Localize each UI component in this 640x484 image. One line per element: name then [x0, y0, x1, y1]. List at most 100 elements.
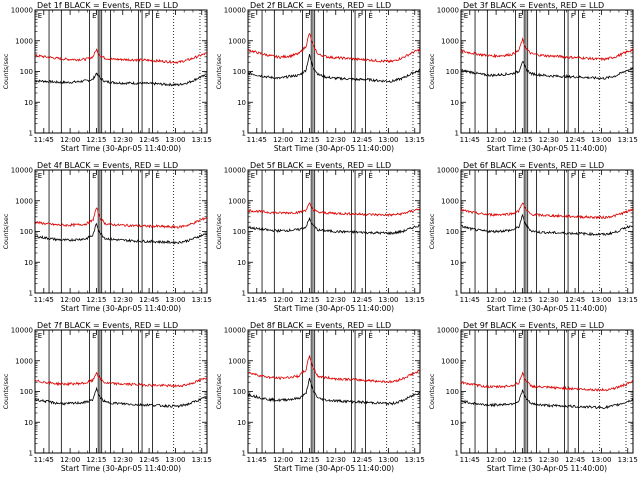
- x-axis-label: Start Time (30-Apr-05 11:40:00): [487, 304, 607, 313]
- events-curve: [460, 61, 634, 80]
- y-tick-label: 10000: [11, 167, 33, 175]
- marker-letter-e: E: [518, 12, 522, 20]
- marker-letter-f: F: [571, 172, 575, 180]
- marker-letter-e: E: [92, 172, 96, 180]
- x-tick-label: 12:45: [565, 136, 585, 144]
- x-tick-label: 12:15: [86, 296, 106, 304]
- panel-2: Det 2f BLACK = Events, RED = LLD 1 10 100 10…: [215, 1, 425, 153]
- x-tick-label: 12:00: [60, 136, 80, 144]
- marker-letter-e: E: [92, 332, 96, 340]
- panel-title: Det 3f BLACK = Events, RED = LLD: [463, 1, 604, 10]
- y-axis-label: Counts/sec: [428, 373, 436, 409]
- plot-frame: [460, 9, 634, 134]
- x-tick-label: 12:30: [539, 136, 559, 144]
- panel-title: Det 9f BLACK = Events, RED = LLD: [463, 321, 604, 330]
- x-tick-label: 12:00: [273, 136, 293, 144]
- x-tick-label: 13:15: [192, 296, 212, 304]
- x-tick-label: 12:30: [326, 136, 346, 144]
- marker-letter-e: E: [581, 172, 585, 180]
- x-tick-label: 12:45: [352, 456, 372, 464]
- x-tick-label: 12:30: [113, 136, 133, 144]
- y-tick-label: 1000: [441, 357, 459, 365]
- marker-letter-f: F: [145, 172, 149, 180]
- y-tick-label: 100: [446, 388, 459, 396]
- y-tick-label: 1000: [228, 357, 246, 365]
- x-tick-label: 12:45: [139, 136, 159, 144]
- x-tick-label: 12:15: [512, 296, 532, 304]
- x-tick-label: 13:15: [618, 296, 638, 304]
- events-curve: [247, 54, 421, 83]
- marker-letter-f: F: [145, 332, 149, 340]
- x-tick-label: 12:30: [113, 296, 133, 304]
- y-tick-label: 10: [237, 99, 246, 107]
- y-tick-label: 10: [237, 419, 246, 427]
- y-tick-label: 1000: [228, 197, 246, 205]
- panel-title: Det 5f BLACK = Events, RED = LLD: [250, 161, 391, 170]
- y-tick-label: 10000: [11, 327, 33, 335]
- panel-title: Det 6f BLACK = Events, RED = LLD: [463, 161, 604, 170]
- marker-letter-f: F: [358, 12, 362, 20]
- plot-frame: [460, 329, 634, 454]
- y-tick-label: 10000: [224, 327, 246, 335]
- panel-8: Det 8f BLACK = Events, RED = LLD 1 10 100 10…: [215, 321, 425, 473]
- plot-frame: [34, 9, 208, 134]
- y-tick-label: 100: [20, 228, 33, 236]
- x-tick-label: 11:45: [460, 456, 480, 464]
- y-axis-label: Counts/sec: [215, 373, 223, 409]
- y-axis-label: Counts/sec: [2, 373, 10, 409]
- lld-curve: [247, 355, 421, 384]
- x-tick-label: 11:45: [460, 296, 480, 304]
- y-axis-label: Counts/sec: [428, 213, 436, 249]
- x-tick-label: 11:45: [247, 136, 267, 144]
- events-curve: [34, 386, 208, 409]
- x-tick-label: 12:45: [139, 456, 159, 464]
- marker-letter-f: F: [358, 172, 362, 180]
- x-tick-label: 13:15: [405, 136, 425, 144]
- marker-letter-e: E: [155, 172, 159, 180]
- y-tick-label: 10: [450, 259, 459, 267]
- events-curve: [34, 72, 207, 87]
- y-tick-label: 10: [24, 259, 33, 267]
- x-tick-label: 11:45: [34, 296, 54, 304]
- x-axis-label: Start Time (30-Apr-05 11:40:00): [61, 464, 181, 473]
- x-tick-label: 13:15: [192, 136, 212, 144]
- x-axis-label: Start Time (30-Apr-05 11:40:00): [274, 464, 394, 473]
- plot-frame: [247, 9, 421, 134]
- lld-curve: [460, 371, 634, 392]
- y-tick-label: 100: [446, 228, 459, 236]
- panel-5: Det 5f BLACK = Events, RED = LLD 1 10 100 10…: [215, 161, 425, 313]
- x-axis-label: Start Time (30-Apr-05 11:40:00): [487, 144, 607, 153]
- y-tick-label: 10: [450, 419, 459, 427]
- x-tick-label: 12:00: [486, 456, 506, 464]
- x-tick-label: 12:30: [326, 456, 346, 464]
- x-tick-label: 12:45: [565, 296, 585, 304]
- y-tick-label: 100: [233, 228, 246, 236]
- x-tick-label: 13:00: [165, 456, 185, 464]
- y-tick-label: 1: [455, 450, 459, 458]
- x-tick-label: 13:15: [192, 456, 212, 464]
- x-axis-label: Start Time (30-Apr-05 11:40:00): [274, 144, 394, 153]
- marker-letter-e: E: [305, 332, 309, 340]
- x-tick-label: 12:00: [486, 136, 506, 144]
- y-tick-label: 1000: [441, 197, 459, 205]
- plot-frame: [34, 169, 208, 294]
- y-tick-label: 1000: [15, 37, 33, 45]
- marker-letter-f: F: [145, 12, 149, 20]
- y-tick-label: 100: [446, 68, 459, 76]
- lld-curve: [34, 207, 208, 229]
- x-tick-label: 13:15: [405, 456, 425, 464]
- marker-letter-e: E: [518, 332, 522, 340]
- y-axis-label: Counts/sec: [215, 213, 223, 249]
- x-tick-label: 11:45: [34, 136, 54, 144]
- marker-letter-e: E: [155, 332, 159, 340]
- y-tick-label: 10000: [437, 7, 459, 15]
- y-tick-label: 100: [233, 388, 246, 396]
- y-tick-label: 1000: [228, 37, 246, 45]
- x-tick-label: 12:00: [273, 296, 293, 304]
- lld-curve: [247, 202, 421, 218]
- x-tick-label: 13:00: [591, 296, 611, 304]
- x-axis-label: Start Time (30-Apr-05 11:40:00): [487, 464, 607, 473]
- y-tick-label: 1: [29, 130, 33, 138]
- panel-4: Det 4f BLACK = Events, RED = LLD 1 10 100 10…: [2, 161, 212, 313]
